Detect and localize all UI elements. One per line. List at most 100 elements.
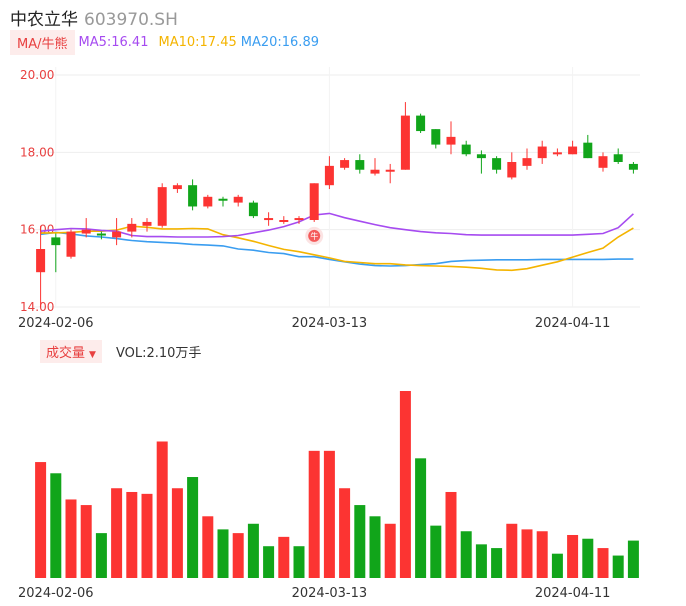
volume-bar xyxy=(597,548,609,578)
candle-body xyxy=(51,237,61,246)
volume-bar xyxy=(308,450,320,578)
candle-body xyxy=(400,115,410,170)
volume-bar xyxy=(111,488,123,578)
volume-bar xyxy=(217,529,229,578)
ma20-label: MA20:16.89 xyxy=(240,34,319,50)
candle xyxy=(613,148,623,164)
volume-bar xyxy=(582,538,594,578)
candle xyxy=(172,183,182,193)
candle-body xyxy=(537,146,547,159)
candle-body xyxy=(370,169,380,174)
candle-body xyxy=(522,158,532,166)
volume-bar xyxy=(399,391,411,578)
volume-indicator-button[interactable]: 成交量 ▼ xyxy=(40,339,102,363)
price-tick-label: 20.00 xyxy=(20,68,54,82)
date-tick-label: 2024-02-06 xyxy=(18,316,94,331)
candle xyxy=(233,194,243,207)
date-tick-label: 2024-03-13 xyxy=(292,586,368,601)
candle-body xyxy=(279,220,289,222)
candle xyxy=(340,158,350,170)
date-tick-label: 2024-04-11 xyxy=(535,316,611,331)
date-tick-label: 2024-02-06 xyxy=(18,586,94,601)
volume-bar xyxy=(445,491,457,578)
volume-bar xyxy=(384,523,396,578)
candle-body xyxy=(172,185,182,190)
volume-bar xyxy=(65,499,77,578)
volume-bar xyxy=(460,531,472,578)
candle xyxy=(294,216,304,224)
volume-bar xyxy=(551,553,563,578)
candle xyxy=(66,229,76,259)
candle-body xyxy=(355,160,365,170)
candle-body xyxy=(309,183,319,220)
candle xyxy=(446,121,456,155)
candle xyxy=(461,140,471,157)
candle xyxy=(400,102,410,170)
volume-bar xyxy=(293,546,305,578)
candle xyxy=(51,233,61,273)
volume-bar xyxy=(567,534,579,578)
volume-bar xyxy=(247,523,259,578)
volume-bar xyxy=(263,546,275,578)
candle xyxy=(522,148,532,170)
ma5-line xyxy=(40,212,634,238)
candle-body xyxy=(188,185,198,207)
ma-selector-button[interactable]: MA/牛熊 xyxy=(10,29,75,55)
candle xyxy=(218,196,228,207)
stock-name: 中农立华 xyxy=(10,10,78,30)
ma-legend: MA/牛熊 MA5:16.41 MA10:17.45 MA20:16.89 xyxy=(10,29,319,55)
candle xyxy=(36,225,46,307)
candle xyxy=(203,194,213,209)
volume-bar xyxy=(171,488,183,578)
volume-bar xyxy=(369,516,381,578)
volume-bar xyxy=(339,488,351,578)
candle-body xyxy=(127,223,137,232)
price-tick-label: 18.00 xyxy=(20,145,54,159)
volume-bar xyxy=(536,531,548,578)
volume-bar xyxy=(80,505,92,578)
dropdown-arrow-icon: ▼ xyxy=(89,349,96,360)
stock-header: 中农立华 603970.SH xyxy=(10,5,178,30)
candle-body xyxy=(36,249,46,273)
price-grid xyxy=(33,67,640,308)
candle-body xyxy=(248,202,258,217)
candle xyxy=(157,183,167,228)
candle-body xyxy=(157,187,167,226)
volume-bar xyxy=(202,516,214,578)
volume-bar xyxy=(50,473,62,578)
candle-body xyxy=(476,154,486,159)
volume-bar xyxy=(95,533,107,578)
volume-bar xyxy=(430,525,442,578)
volume-bar xyxy=(627,540,639,578)
bull-marker: 牛 xyxy=(305,226,324,245)
candle xyxy=(142,218,152,232)
volume-bar xyxy=(232,533,244,578)
candle xyxy=(264,212,274,226)
candle-body xyxy=(203,196,213,207)
candle xyxy=(309,183,319,222)
candle xyxy=(370,158,380,176)
candle-body xyxy=(81,229,91,234)
volume-bars xyxy=(35,391,639,578)
candle-body xyxy=(461,144,471,155)
candle-body xyxy=(112,231,122,238)
candle xyxy=(385,163,395,184)
volume-bar xyxy=(278,536,290,578)
date-tick-label: 2024-03-13 xyxy=(292,316,368,331)
candle-body xyxy=(598,156,608,168)
volume-bar xyxy=(354,505,366,578)
date-tick-label: 2024-04-11 xyxy=(535,586,611,601)
candle-body xyxy=(324,165,334,186)
candle xyxy=(476,150,486,174)
candle-body xyxy=(583,142,593,159)
ma-lines xyxy=(40,212,634,272)
candle xyxy=(507,152,517,180)
volume-bar xyxy=(35,462,47,578)
candle xyxy=(431,129,441,149)
volume-bar xyxy=(141,493,153,578)
candle-body xyxy=(492,158,502,170)
volume-bar xyxy=(323,450,335,578)
candle xyxy=(598,152,608,172)
